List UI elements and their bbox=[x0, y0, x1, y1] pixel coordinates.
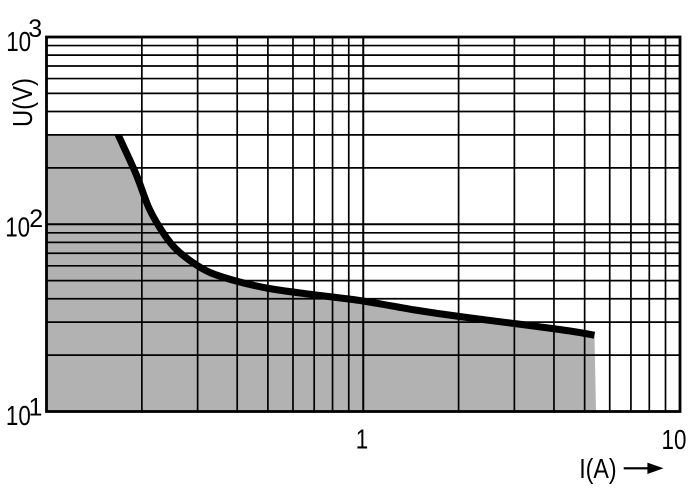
svg-text:1: 1 bbox=[29, 394, 43, 422]
svg-text:10: 10 bbox=[5, 212, 30, 243]
svg-text:1: 1 bbox=[356, 424, 368, 455]
svg-text:10: 10 bbox=[6, 401, 31, 432]
svg-text:2: 2 bbox=[29, 205, 43, 233]
svg-text:U(V): U(V) bbox=[6, 78, 38, 127]
svg-text:10: 10 bbox=[6, 27, 31, 58]
svg-text:I(A): I(A) bbox=[579, 454, 616, 484]
svg-text:10: 10 bbox=[662, 425, 687, 456]
svg-text:3: 3 bbox=[28, 15, 42, 43]
